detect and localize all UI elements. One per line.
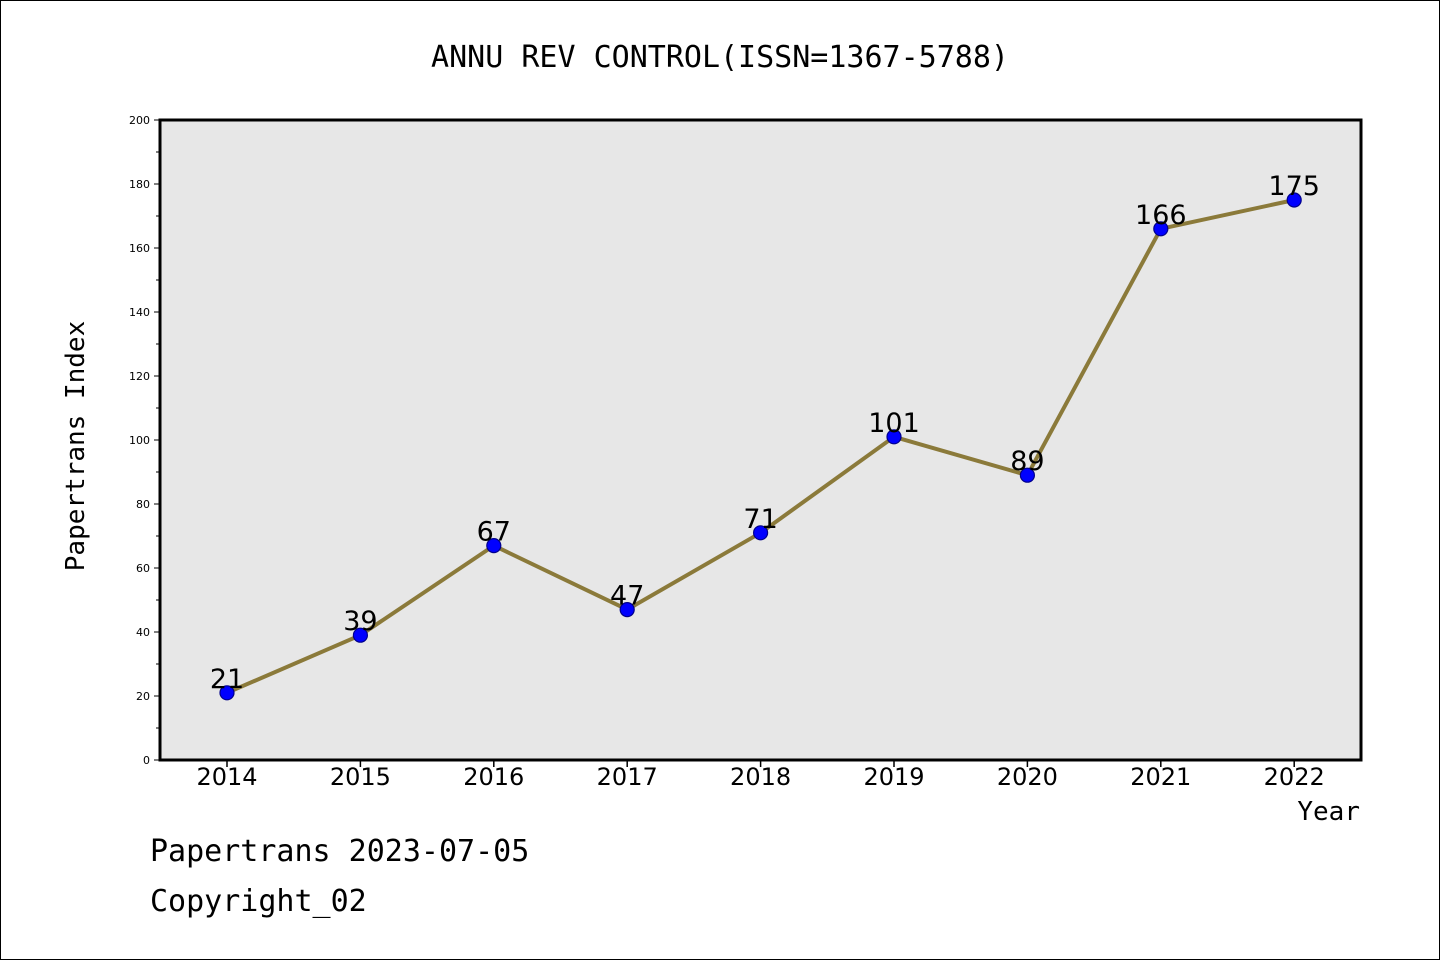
y-tick-label: 40 bbox=[136, 626, 150, 639]
data-label-2022: 175 bbox=[1268, 171, 1320, 202]
data-point-2016 bbox=[486, 537, 502, 554]
y-axis-label: Papertrans Index bbox=[61, 321, 91, 571]
x-tick-label: 2020 bbox=[997, 763, 1058, 791]
y-tick-label: 80 bbox=[136, 498, 150, 511]
y-tick-label: 60 bbox=[136, 562, 150, 575]
data-label-2020: 89 bbox=[1010, 446, 1044, 477]
data-point-2015 bbox=[352, 627, 368, 643]
x-tick-label: 2015 bbox=[330, 763, 391, 791]
data-point-2019 bbox=[886, 429, 902, 445]
y-axis: 0 20 40 60 80 100 120 140 160 180 200 bbox=[129, 114, 160, 767]
y-tick-label: 20 bbox=[136, 690, 150, 703]
x-tick-label: 2019 bbox=[863, 763, 924, 791]
x-tick-label: 2018 bbox=[730, 763, 791, 791]
y-tick-label: 0 bbox=[143, 754, 150, 767]
x-axis: 2014 2015 2016 2017 2018 2019 2020 2021 2022 bbox=[196, 760, 1325, 791]
data-label-2018: 71 bbox=[743, 504, 777, 535]
data-point-2017 bbox=[619, 601, 635, 618]
x-tick-label: 2014 bbox=[196, 763, 257, 791]
y-tick-label: 180 bbox=[129, 178, 150, 191]
x-axis-label: Year bbox=[1297, 797, 1360, 827]
x-tick-label: 2021 bbox=[1130, 763, 1191, 791]
data-point-2018 bbox=[752, 525, 769, 541]
y-tick-label: 120 bbox=[129, 370, 150, 383]
data-label-2016: 67 bbox=[477, 517, 511, 548]
footer-date: Papertrans 2023-07-05 bbox=[150, 834, 530, 869]
data-point-2020 bbox=[1019, 467, 1036, 483]
data-label-2015: 39 bbox=[343, 606, 377, 637]
x-tick-label: 2016 bbox=[463, 763, 524, 791]
y-tick-label: 100 bbox=[129, 434, 150, 447]
data-label-2014: 21 bbox=[210, 664, 244, 695]
data-label-2021: 166 bbox=[1135, 200, 1187, 231]
data-point-2014 bbox=[219, 685, 235, 701]
data-labels: 21 39 67 47 71 101 89 166 175 bbox=[210, 171, 1320, 695]
data-point-2022 bbox=[1286, 192, 1302, 208]
x-tick-label: 2022 bbox=[1264, 763, 1325, 791]
y-tick-label: 140 bbox=[129, 306, 150, 319]
y-tick-label: 160 bbox=[129, 242, 150, 255]
data-markers bbox=[219, 192, 1302, 701]
data-label-2017: 47 bbox=[610, 581, 644, 612]
footer-copyright: Copyright_02 bbox=[150, 884, 367, 919]
chart-title: ANNU REV CONTROL(ISSN=1367-5788) bbox=[431, 40, 1009, 75]
x-tick-label: 2017 bbox=[597, 763, 658, 791]
y-tick-label: 200 bbox=[129, 114, 150, 127]
data-point-2021 bbox=[1153, 221, 1169, 237]
data-label-2019: 101 bbox=[868, 408, 920, 439]
